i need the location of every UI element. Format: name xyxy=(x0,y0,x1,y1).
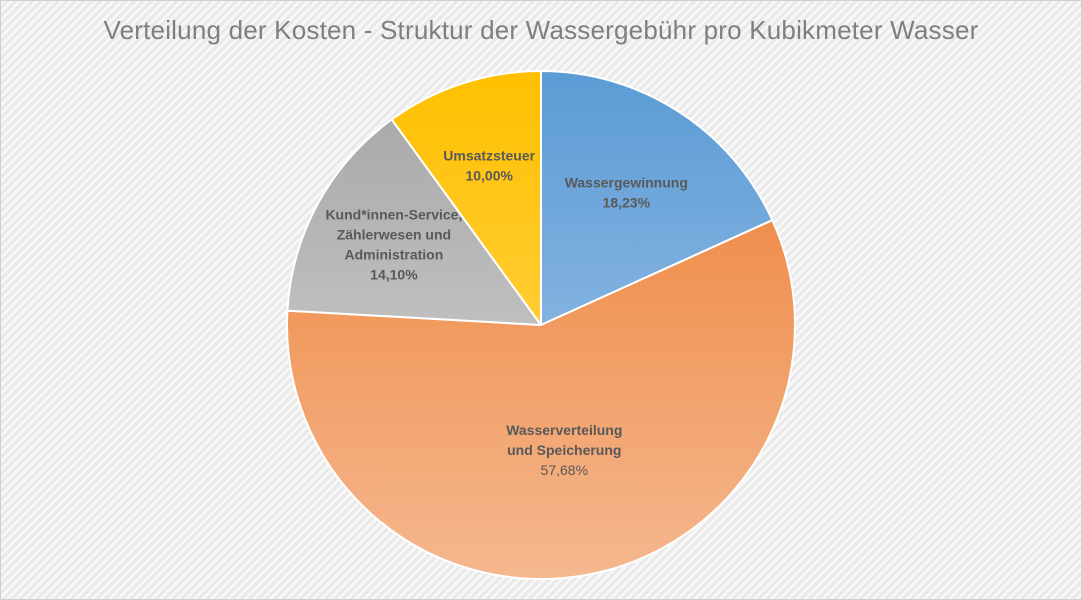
slice-label-3: Kund*innen-Service, Zählerwesen und Admini… xyxy=(325,207,462,283)
slice-label-4: Umsatzsteuer 10,00% xyxy=(443,148,535,184)
slice-label-name: und Speicherung xyxy=(507,442,621,458)
pie-slice-3 xyxy=(286,118,542,326)
pie-labels: Wassergewinnung 18,23% Wasserverteilung und… xyxy=(325,148,687,478)
slice-value-label: 14,10% xyxy=(370,267,418,283)
slice-label-1: Wassergewinnung 18,23% xyxy=(565,175,688,211)
pie-slices xyxy=(286,70,796,580)
chart-title: Verteilung der Kosten - Struktur der Was… xyxy=(103,15,979,45)
slice-value-label: 57,68% xyxy=(541,462,588,478)
pie-slice-1 xyxy=(540,70,774,326)
slice-label-2: Wasserverteilung und Speicherung 57,68% xyxy=(506,422,622,478)
slice-value-label: 10,00% xyxy=(465,168,513,184)
slice-label-name: Kund*innen-Service, xyxy=(325,207,462,223)
slice-label-name: Wasserverteilung xyxy=(506,422,622,438)
slice-label-name: Administration xyxy=(345,247,444,263)
slice-label-name: Wassergewinnung xyxy=(565,175,688,191)
slice-label-name: Zählerwesen und xyxy=(337,227,451,243)
pie-slice-2 xyxy=(286,219,796,580)
slice-label-name: Umsatzsteuer xyxy=(443,148,535,164)
slice-value-label: 18,23% xyxy=(603,195,651,211)
pie-slice-4 xyxy=(390,70,542,326)
